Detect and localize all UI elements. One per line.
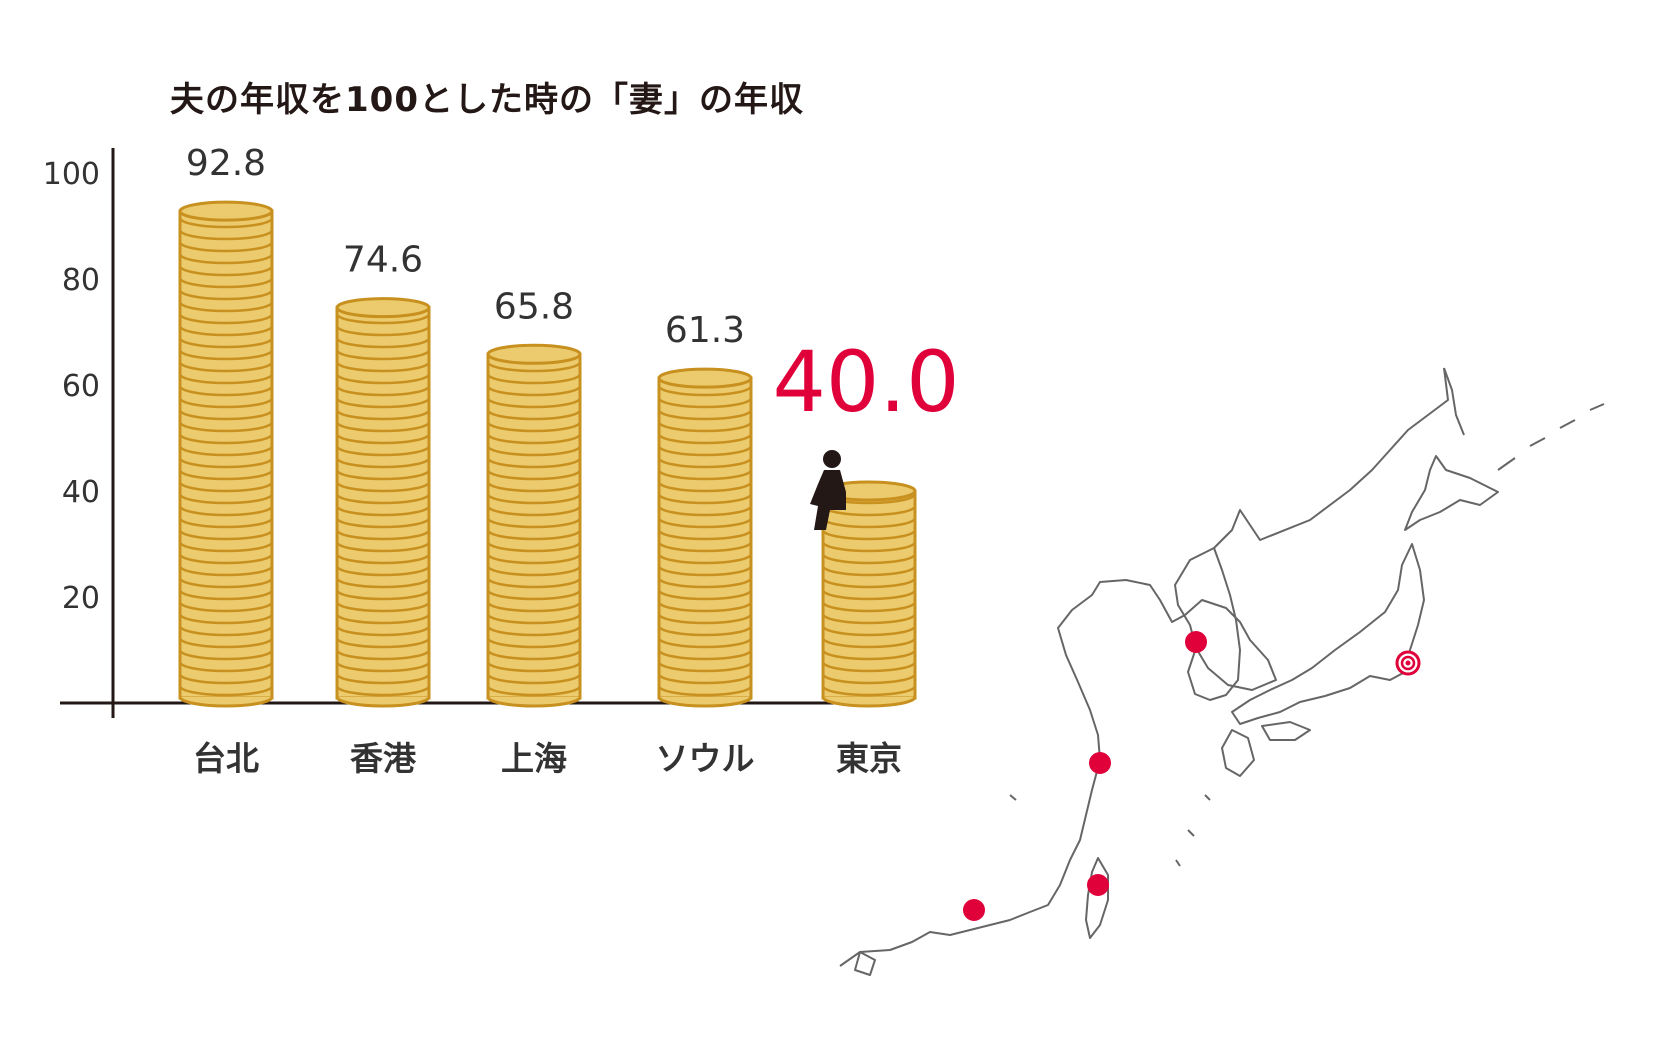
chart-title: 夫の年収を100とした時の「妻」の年収 bbox=[170, 80, 804, 120]
coin-bars bbox=[178, 200, 917, 708]
shikoku-coast bbox=[1261, 721, 1311, 741]
hokkaido-coast bbox=[1404, 455, 1499, 531]
city-markers bbox=[963, 631, 1421, 921]
value-label: 74.6 bbox=[343, 240, 423, 281]
honshu-coast bbox=[1231, 543, 1425, 725]
y-tick-label: 60 bbox=[62, 369, 100, 404]
tokyo-marker bbox=[1395, 650, 1421, 676]
bar-上海 bbox=[486, 343, 582, 708]
east-asia-map bbox=[839, 367, 1605, 976]
y-tick-label: 20 bbox=[62, 581, 100, 616]
kyushu-coast bbox=[1221, 729, 1255, 777]
taipei-marker bbox=[1087, 874, 1109, 896]
bar-東京 bbox=[821, 480, 917, 708]
korea-coast bbox=[1187, 547, 1241, 701]
ryukyu-islands bbox=[1009, 794, 1211, 867]
y-tick-label: 80 bbox=[62, 263, 100, 298]
taiwan-coast bbox=[1085, 857, 1109, 939]
shanghai-marker bbox=[1089, 752, 1111, 774]
bar-台北 bbox=[178, 200, 274, 708]
seoul-marker bbox=[1185, 631, 1207, 653]
category-label: 香港 bbox=[350, 739, 417, 778]
sitting-person-icon bbox=[810, 450, 846, 530]
y-tick-label: 40 bbox=[62, 475, 100, 510]
hainan-coast bbox=[854, 951, 876, 976]
value-label: 65.8 bbox=[494, 286, 574, 327]
category-label: ソウル bbox=[656, 739, 755, 778]
value-label: 61.3 bbox=[665, 310, 745, 351]
hongkong-marker bbox=[963, 899, 985, 921]
y-tick-label: 100 bbox=[43, 157, 100, 192]
value-label: 40.0 bbox=[772, 333, 959, 431]
category-label: 東京 bbox=[836, 739, 902, 778]
bar-ソウル bbox=[657, 367, 753, 708]
kuril-islands bbox=[1497, 403, 1605, 471]
mainland-coast bbox=[839, 367, 1449, 967]
value-label: 92.8 bbox=[186, 143, 266, 184]
chart-labels: 92.8 台北 74.6 香港 65.8 上海 61.3 ソウル 40.0 東京 bbox=[186, 143, 960, 778]
sakhalin-coast bbox=[1443, 367, 1465, 436]
category-label: 上海 bbox=[501, 739, 567, 778]
bar-香港 bbox=[335, 297, 431, 708]
chart-axes: 20 40 60 80 100 bbox=[43, 148, 882, 718]
category-label: 台北 bbox=[193, 739, 259, 778]
